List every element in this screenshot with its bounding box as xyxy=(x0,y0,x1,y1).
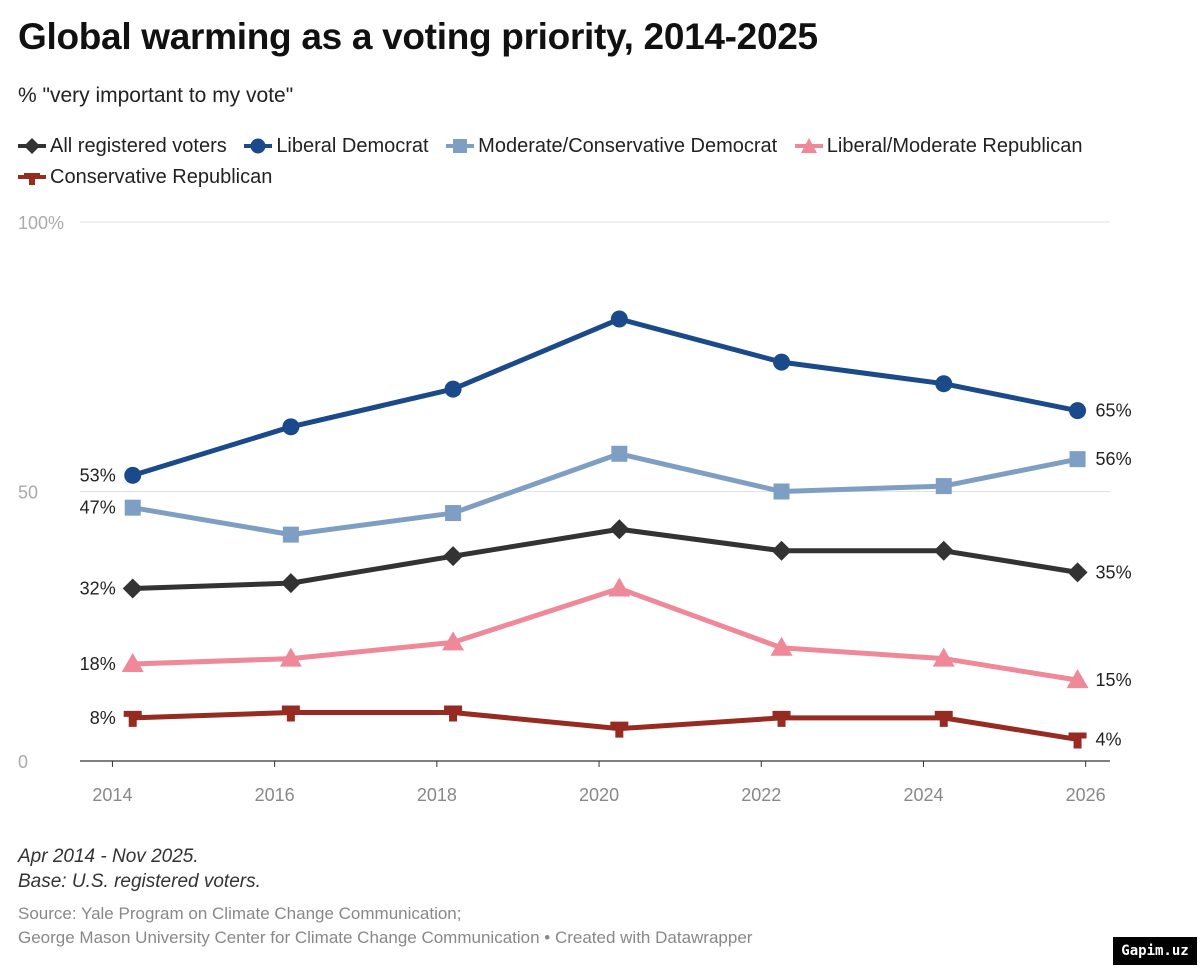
data-point xyxy=(445,505,462,522)
data-point xyxy=(444,380,462,398)
data-point xyxy=(121,652,144,672)
data-point xyxy=(773,483,790,500)
data-label-start: 53% xyxy=(80,465,116,485)
data-point xyxy=(609,519,630,540)
y-tick-label: 50 xyxy=(18,483,38,503)
legend-label: Liberal Democrat xyxy=(276,135,429,157)
x-tick-label: 2018 xyxy=(417,785,457,805)
chart-subtitle: % "very important to my vote" xyxy=(18,84,294,107)
chart-notes: Apr 2014 - Nov 2025. Base: U.S. register… xyxy=(18,844,261,894)
data-point xyxy=(282,526,299,543)
data-point xyxy=(771,540,792,561)
x-tick-label: 2026 xyxy=(1066,785,1106,805)
chart-title: Global warming as a voting priority, 201… xyxy=(18,16,818,57)
data-label-start: 47% xyxy=(80,498,116,518)
data-point xyxy=(122,578,143,599)
y-tick-label: 100% xyxy=(18,213,64,233)
data-point xyxy=(281,705,300,722)
data-label-end: 4% xyxy=(1096,729,1122,749)
data-label-end: 65% xyxy=(1096,401,1132,421)
data-point xyxy=(444,705,463,722)
series-line xyxy=(130,451,1081,538)
data-point xyxy=(773,353,791,371)
legend-label: Conservative Republican xyxy=(50,166,273,188)
source-line-2: George Mason University Center for Clima… xyxy=(18,928,753,947)
legend-item-liberal-moderate-republican: Liberal/Moderate Republican xyxy=(794,135,1083,157)
series-line xyxy=(130,316,1081,478)
data-point xyxy=(124,499,141,516)
triangle-icon xyxy=(794,138,823,153)
data-label-start: 32% xyxy=(80,579,116,599)
data-point xyxy=(1069,402,1087,420)
data-point xyxy=(282,418,300,436)
data-point xyxy=(610,310,628,328)
data-point xyxy=(935,375,953,393)
x-tick-label: 2016 xyxy=(255,785,295,805)
data-point xyxy=(611,445,628,462)
data-point xyxy=(772,710,791,727)
x-tick-label: 2020 xyxy=(579,785,619,805)
data-point xyxy=(770,636,793,656)
chart-source: Source: Yale Program on Climate Change C… xyxy=(18,902,752,950)
legend-label: Liberal/Moderate Republican xyxy=(826,135,1083,157)
data-point xyxy=(932,647,955,667)
legend-label: All registered voters xyxy=(50,135,227,157)
cross-icon xyxy=(18,173,46,185)
data-label-end: 56% xyxy=(1096,449,1132,469)
circle-icon xyxy=(244,138,273,154)
x-tick-label: 2022 xyxy=(741,785,781,805)
y-tick-label: 0 xyxy=(18,752,28,772)
note-base: Base: U.S. registered voters. xyxy=(18,871,261,892)
legend: All registered voters Liberal Democrat M… xyxy=(18,131,1098,193)
data-point xyxy=(1068,732,1087,749)
source-line-1: Source: Yale Program on Climate Change C… xyxy=(18,904,462,923)
data-point xyxy=(442,631,465,651)
data-point xyxy=(279,647,302,667)
note-date-range: Apr 2014 - Nov 2025. xyxy=(18,846,199,867)
data-point xyxy=(123,710,142,727)
data-point xyxy=(280,573,301,594)
data-label-end: 15% xyxy=(1096,670,1132,690)
data-label-end: 35% xyxy=(1096,562,1132,582)
legend-item-liberal-democrat: Liberal Democrat xyxy=(244,135,429,157)
data-point xyxy=(443,546,464,567)
diamond-icon xyxy=(18,138,46,154)
data-point xyxy=(1067,562,1088,583)
x-tick-label: 2024 xyxy=(903,785,943,805)
watermark-badge: Gapim.uz xyxy=(1113,937,1197,965)
legend-item-all-voters: All registered voters xyxy=(18,135,227,157)
data-point xyxy=(610,721,629,738)
legend-label: Moderate/Conservative Democrat xyxy=(478,135,778,157)
series-line xyxy=(130,526,1081,592)
data-point xyxy=(608,577,631,597)
data-point xyxy=(935,478,952,495)
data-point xyxy=(1066,669,1089,689)
data-point xyxy=(933,540,954,561)
x-tick-label: 2014 xyxy=(92,785,132,805)
data-label-start: 8% xyxy=(90,708,116,728)
data-point xyxy=(934,710,953,727)
data-point xyxy=(124,466,142,484)
line-chart: 0 50 100% 2014 2016 2018 2020 2022 2024 2026 32% 35… xyxy=(18,213,1132,805)
legend-item-conservative-republican: Conservative Republican xyxy=(18,166,272,188)
legend-item-moderate-conservative-democrat: Moderate/Conservative Democrat xyxy=(446,135,777,157)
square-icon xyxy=(446,139,475,153)
data-label-start: 18% xyxy=(80,654,116,674)
data-point xyxy=(1069,451,1086,468)
